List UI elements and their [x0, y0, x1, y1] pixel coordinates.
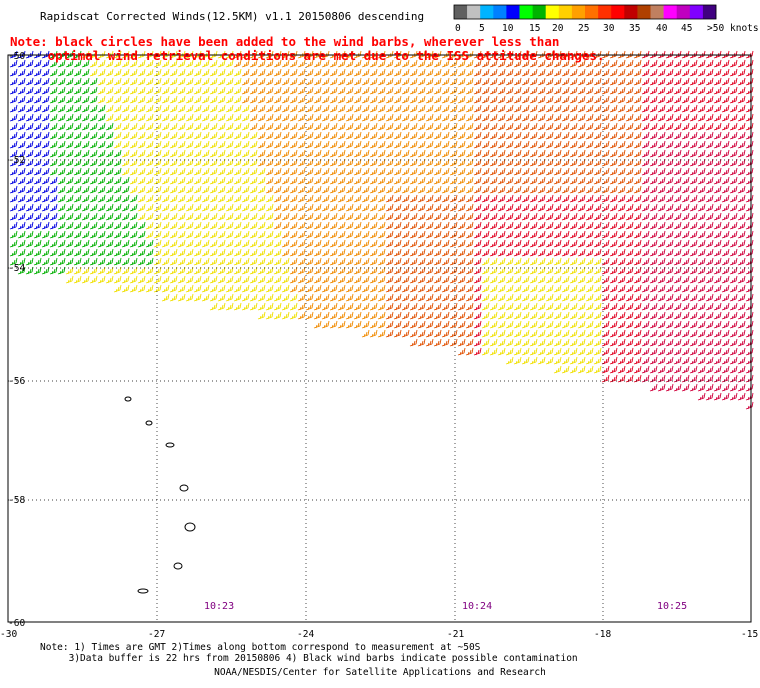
attitude-note: Note: black circles have been added to t… [10, 35, 605, 63]
scale-label-30: 30 [603, 23, 615, 34]
scale-swatch [585, 5, 599, 19]
scale-unit-label: knots [730, 23, 759, 34]
lat-label-52: -52 [8, 155, 25, 166]
lon-label-24: -24 [297, 629, 314, 640]
scale-label-40: 40 [656, 23, 668, 34]
lat-label-58: -58 [8, 495, 25, 506]
scale-label-5: 5 [479, 23, 485, 34]
time-label-1: 10:23 [204, 601, 234, 612]
scale-swatch [506, 5, 520, 19]
scale-swatch [532, 5, 546, 19]
island-outline [179, 484, 189, 492]
image-title: Rapidscat Corrected Winds(12.5KM) v1.1 2… [40, 10, 425, 23]
scale-swatch [480, 5, 494, 19]
scale-swatch [598, 5, 612, 19]
island-outline [137, 588, 149, 594]
scale-swatch [545, 5, 560, 19]
attitude-note-line2: optimal wind retrieval conditions are me… [10, 48, 605, 63]
scale-label-45: 45 [681, 23, 692, 34]
footer-note-line2: 3)Data buffer is 22 hrs from 20150806 4)… [40, 653, 578, 664]
scale-swatch [558, 5, 573, 19]
lat-lon-grid [8, 55, 751, 622]
scale-swatch [663, 5, 677, 19]
scale-swatch [624, 5, 638, 19]
wind-barb-group [641, 131, 754, 410]
lat-label-54: -54 [8, 263, 25, 274]
time-label-2: 10:24 [462, 601, 492, 612]
lat-label-50: -50 [8, 51, 25, 62]
scale-swatch [519, 5, 533, 19]
footer-notes: Note: 1) Times are GMT 2)Times along bot… [40, 642, 578, 664]
scale-swatch [676, 5, 691, 19]
scale-swatch [689, 5, 704, 19]
scale-swatch [611, 5, 625, 19]
scale-swatch [571, 5, 586, 19]
wind-barb-group [9, 50, 154, 275]
island-outline [165, 442, 175, 448]
scale-swatch [650, 5, 664, 19]
scale-swatch [702, 5, 717, 19]
scale-swatch [637, 5, 651, 19]
lon-label-30: -30 [0, 629, 17, 640]
scale-swatch [467, 5, 481, 19]
scale-label-35: 35 [629, 23, 640, 34]
speed-color-scale [453, 4, 717, 20]
scale-label-20: 20 [552, 23, 564, 34]
scale-swatch [493, 5, 507, 19]
lon-label-15: -15 [741, 629, 758, 640]
lon-label-27: -27 [148, 629, 165, 640]
wind-barb-group [65, 50, 602, 374]
lat-label-60: -60 [8, 618, 25, 629]
lat-label-56: -56 [8, 376, 25, 387]
attitude-note-line1: Note: black circles have been added to t… [10, 34, 560, 49]
wind-barb-group [9, 50, 58, 230]
footer-note-line1: Note: 1) Times are GMT 2)Times along bot… [40, 642, 481, 653]
island-outline [173, 562, 183, 570]
island-outline [184, 522, 196, 532]
wind-barb-group [233, 50, 474, 338]
scale-label-50plus: >50 [707, 23, 724, 34]
scale-swatch [454, 5, 468, 19]
scale-label-10: 10 [502, 23, 514, 34]
scale-label-0: 0 [455, 23, 461, 34]
map-frame [7, 54, 752, 623]
credit-line: NOAA/NESDIS/Center for Satellite Applica… [214, 667, 546, 678]
island-outline [124, 396, 132, 402]
island-outlines [124, 396, 196, 594]
scale-border [453, 4, 717, 20]
lon-label-18: -18 [594, 629, 611, 640]
lon-label-21: -21 [447, 629, 464, 640]
wind-barb-group [385, 50, 642, 356]
scale-label-15: 15 [529, 23, 540, 34]
wind-barbs-layer [9, 50, 754, 410]
scale-label-25: 25 [578, 23, 589, 34]
time-label-3: 10:25 [657, 601, 687, 612]
island-outline [145, 420, 153, 426]
wind-barb-group [473, 50, 754, 383]
